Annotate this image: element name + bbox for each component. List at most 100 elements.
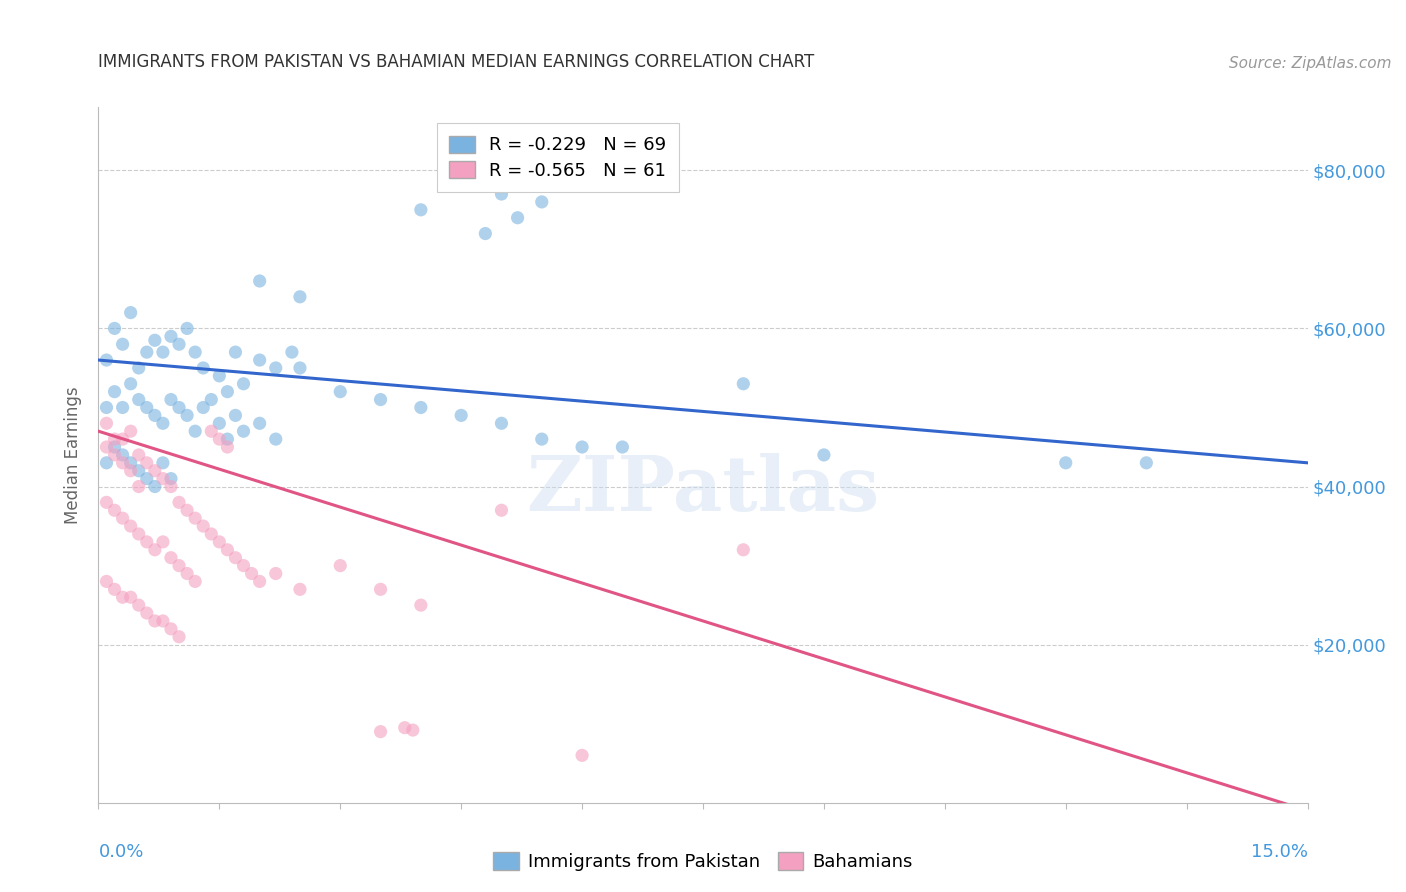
Point	[143, 333, 166, 347]
Point	[491, 417, 513, 431]
Point	[120, 591, 142, 605]
Point	[184, 345, 207, 359]
Point	[143, 464, 166, 478]
Point	[288, 361, 311, 376]
Point	[152, 456, 174, 470]
Point	[111, 432, 134, 446]
Point	[288, 582, 311, 597]
Point	[152, 535, 174, 549]
Point	[249, 417, 271, 431]
Point	[193, 401, 215, 415]
Point	[135, 535, 157, 549]
Point	[111, 337, 134, 351]
Point	[128, 479, 150, 493]
Point	[370, 724, 392, 739]
Point	[217, 384, 239, 399]
Text: Source: ZipAtlas.com: Source: ZipAtlas.com	[1229, 56, 1392, 71]
Point	[329, 558, 352, 573]
Point	[571, 748, 593, 763]
Point	[264, 361, 287, 376]
Text: IMMIGRANTS FROM PAKISTAN VS BAHAMIAN MEDIAN EARNINGS CORRELATION CHART: IMMIGRANTS FROM PAKISTAN VS BAHAMIAN MED…	[98, 54, 814, 71]
Point	[111, 401, 134, 415]
Point	[128, 392, 150, 407]
Point	[176, 409, 198, 423]
Point	[160, 329, 183, 343]
Point	[176, 566, 198, 581]
Point	[184, 424, 207, 438]
Point	[111, 591, 134, 605]
Point	[128, 361, 150, 376]
Point	[232, 376, 254, 391]
Point	[120, 376, 142, 391]
Text: ZIPatlas: ZIPatlas	[526, 453, 880, 526]
Point	[160, 472, 183, 486]
Point	[232, 424, 254, 438]
Text: 15.0%: 15.0%	[1250, 843, 1308, 861]
Point	[143, 614, 166, 628]
Point	[184, 511, 207, 525]
Point	[217, 432, 239, 446]
Point	[733, 376, 755, 391]
Point	[208, 417, 231, 431]
Legend: Immigrants from Pakistan, Bahamians: Immigrants from Pakistan, Bahamians	[486, 846, 920, 879]
Point	[160, 392, 183, 407]
Point	[208, 432, 231, 446]
Point	[474, 227, 496, 241]
Point	[135, 401, 157, 415]
Point	[128, 527, 150, 541]
Point	[96, 495, 118, 509]
Point	[217, 440, 239, 454]
Point	[152, 472, 174, 486]
Point	[167, 630, 190, 644]
Point	[143, 409, 166, 423]
Point	[167, 495, 190, 509]
Point	[200, 424, 222, 438]
Point	[217, 542, 239, 557]
Point	[103, 440, 125, 454]
Point	[200, 392, 222, 407]
Point	[167, 558, 190, 573]
Point	[111, 511, 134, 525]
Point	[1054, 456, 1077, 470]
Point	[249, 353, 271, 368]
Point	[281, 345, 304, 359]
Point	[120, 464, 142, 478]
Point	[370, 582, 392, 597]
Point	[530, 194, 553, 209]
Point	[120, 424, 142, 438]
Point	[193, 519, 215, 533]
Point	[491, 187, 513, 202]
Point	[370, 392, 392, 407]
Point	[103, 321, 125, 335]
Point	[249, 574, 271, 589]
Point	[184, 574, 207, 589]
Point	[135, 345, 157, 359]
Point	[96, 353, 118, 368]
Point	[96, 417, 118, 431]
Point	[288, 290, 311, 304]
Point	[329, 384, 352, 399]
Point	[394, 721, 416, 735]
Point	[530, 432, 553, 446]
Point	[1135, 456, 1157, 470]
Point	[232, 558, 254, 573]
Point	[491, 503, 513, 517]
Point	[264, 566, 287, 581]
Point	[135, 606, 157, 620]
Point	[224, 345, 246, 359]
Point	[143, 542, 166, 557]
Point	[96, 440, 118, 454]
Point	[176, 321, 198, 335]
Point	[160, 550, 183, 565]
Point	[506, 211, 529, 225]
Point	[152, 417, 174, 431]
Point	[103, 384, 125, 399]
Point	[409, 202, 432, 217]
Point	[240, 566, 263, 581]
Point	[450, 409, 472, 423]
Point	[103, 582, 125, 597]
Point	[249, 274, 271, 288]
Point	[224, 409, 246, 423]
Point	[128, 448, 150, 462]
Point	[193, 361, 215, 376]
